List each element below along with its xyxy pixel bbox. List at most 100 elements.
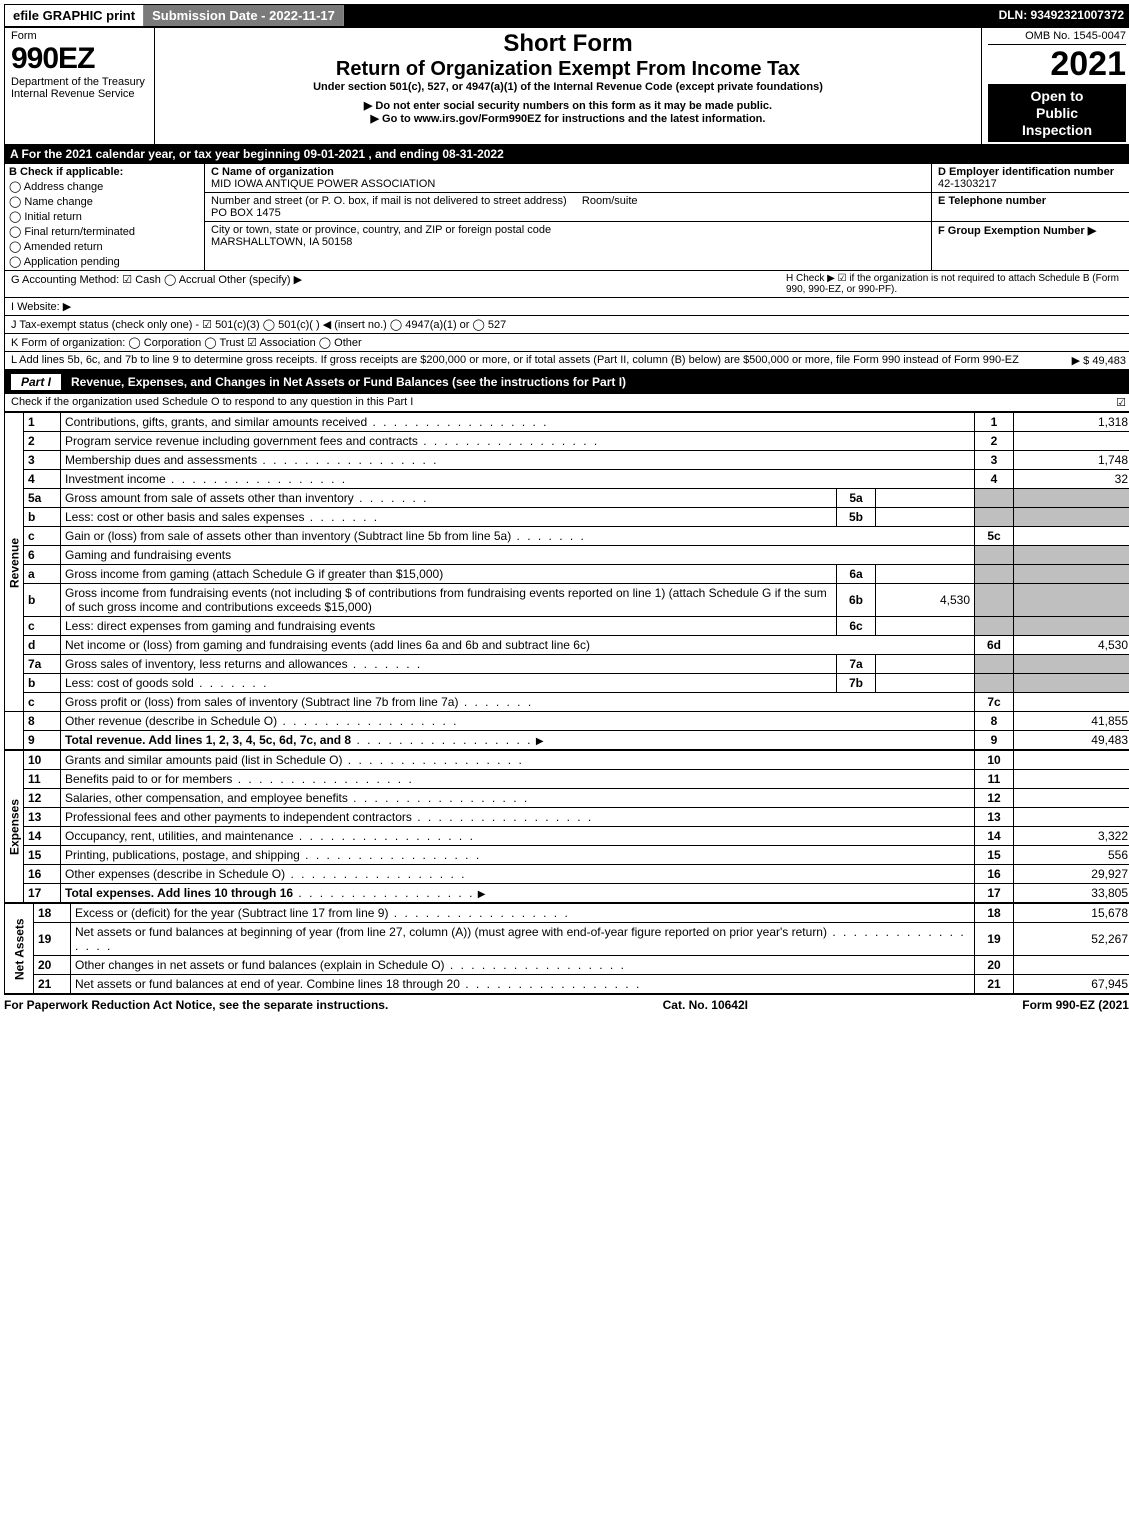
- revenue-table: Revenue 1 Contributions, gifts, grants, …: [4, 412, 1129, 750]
- d-ein-block: D Employer identification number 42-1303…: [932, 164, 1129, 193]
- chk-application-pending[interactable]: ◯ Application pending: [9, 255, 200, 268]
- amt-6d: 4,530: [1014, 636, 1129, 655]
- title-box: Short Form Return of Organization Exempt…: [155, 28, 982, 144]
- amt-21: 67,945: [1014, 975, 1129, 994]
- row-4: 4 Investment income 4 32: [5, 470, 1129, 489]
- org-info: C Name of organization MID IOWA ANTIQUE …: [205, 164, 932, 270]
- row-17: 17 Total expenses. Add lines 10 through …: [5, 884, 1129, 903]
- row-18: Net Assets 18 Excess or (deficit) for th…: [5, 904, 1129, 923]
- footer-mid: Cat. No. 10642I: [663, 998, 748, 1012]
- goto-link[interactable]: ▶ Go to www.irs.gov/Form990EZ for instru…: [161, 112, 975, 125]
- form-header: Form 990EZ Department of the Treasury In…: [4, 27, 1129, 145]
- year-box: OMB No. 1545-0047 2021 Open to Public In…: [982, 28, 1129, 144]
- row-15: 15 Printing, publications, postage, and …: [5, 846, 1129, 865]
- chk-amended-return[interactable]: ◯ Amended return: [9, 240, 200, 253]
- top-bar: efile GRAPHIC print Submission Date - 20…: [4, 4, 1129, 27]
- row-1: Revenue 1 Contributions, gifts, grants, …: [5, 413, 1129, 432]
- row-3: 3 Membership dues and assessments 3 1,74…: [5, 451, 1129, 470]
- row-16: 16 Other expenses (describe in Schedule …: [5, 865, 1129, 884]
- open-to-public: Open to Public Inspection: [988, 84, 1126, 142]
- line-h: H Check ▶ ☑ if the organization is not r…: [786, 273, 1126, 295]
- dln-label: DLN: 93492321007372: [991, 5, 1129, 26]
- tax-year: 2021: [988, 45, 1126, 84]
- footer-left: For Paperwork Reduction Act Notice, see …: [4, 998, 388, 1012]
- city-block: City or town, state or province, country…: [205, 222, 931, 250]
- e-phone-block: E Telephone number: [932, 193, 1129, 222]
- amt-17: 33,805: [1014, 884, 1129, 903]
- row-7c: c Gross profit or (loss) from sales of i…: [5, 693, 1129, 712]
- efile-print-button[interactable]: efile GRAPHIC print: [5, 5, 144, 26]
- row-6d: d Net income or (loss) from gaming and f…: [5, 636, 1129, 655]
- org-name: MID IOWA ANTIQUE POWER ASSOCIATION: [211, 178, 435, 190]
- amt-5c: [1014, 527, 1129, 546]
- line-i: I Website: ▶: [4, 298, 1129, 316]
- submission-date-button[interactable]: Submission Date - 2022-11-17: [144, 5, 344, 26]
- dept-line-2: Internal Revenue Service: [11, 88, 148, 100]
- amt-6b: 4,530: [876, 584, 975, 617]
- page-footer: For Paperwork Reduction Act Notice, see …: [4, 994, 1129, 1015]
- row-6: 6 Gaming and fundraising events: [5, 546, 1129, 565]
- line-a: A For the 2021 calendar year, or tax yea…: [4, 145, 1129, 163]
- net-assets-table: Net Assets 18 Excess or (deficit) for th…: [4, 903, 1129, 994]
- amt-16: 29,927: [1014, 865, 1129, 884]
- city-state-zip: MARSHALLTOWN, IA 50158: [211, 236, 352, 248]
- amt-15: 556: [1014, 846, 1129, 865]
- part-i-header: Part I Revenue, Expenses, and Changes in…: [4, 370, 1129, 394]
- amt-8: 41,855: [1014, 712, 1129, 731]
- b-label: B Check if applicable:: [9, 166, 200, 178]
- amt-1: 1,318: [1014, 413, 1129, 432]
- form-number-box: Form 990EZ Department of the Treasury In…: [5, 28, 155, 144]
- row-11: 11 Benefits paid to or for members 11: [5, 770, 1129, 789]
- check-if-applicable: B Check if applicable: ◯ Address change …: [5, 164, 205, 270]
- row-12: 12 Salaries, other compensation, and emp…: [5, 789, 1129, 808]
- form-word: Form: [11, 30, 148, 42]
- right-info: D Employer identification number 42-1303…: [932, 164, 1129, 270]
- chk-final-return[interactable]: ◯ Final return/terminated: [9, 225, 200, 238]
- row-13: 13 Professional fees and other payments …: [5, 808, 1129, 827]
- footer-right: Form 990-EZ (2021): [1022, 998, 1129, 1012]
- street-address: PO BOX 1475: [211, 207, 281, 219]
- line-k: K Form of organization: ◯ Corporation ◯ …: [4, 334, 1129, 352]
- title-under: Under section 501(c), 527, or 4947(a)(1)…: [161, 81, 975, 93]
- chk-address-change[interactable]: ◯ Address change: [9, 180, 200, 193]
- amt-18: 15,678: [1014, 904, 1129, 923]
- amt-14: 3,322: [1014, 827, 1129, 846]
- amt-2: [1014, 432, 1129, 451]
- line-j: J Tax-exempt status (check only one) - ☑…: [4, 316, 1129, 334]
- line-l-value: ▶ $ 49,483: [1072, 354, 1126, 367]
- topbar-spacer: [344, 5, 991, 26]
- expenses-table: Expenses 10 Grants and similar amounts p…: [4, 750, 1129, 903]
- row-21: 21 Net assets or fund balances at end of…: [5, 975, 1129, 994]
- row-7b: b Less: cost of goods sold 7b: [5, 674, 1129, 693]
- part-i-pill: Part I: [11, 374, 61, 390]
- row-5b: b Less: cost or other basis and sales ex…: [5, 508, 1129, 527]
- row-8: 8 Other revenue (describe in Schedule O)…: [5, 712, 1129, 731]
- row-14: 14 Occupancy, rent, utilities, and maint…: [5, 827, 1129, 846]
- row-19: 19 Net assets or fund balances at beginn…: [5, 923, 1129, 956]
- c-name-block: C Name of organization MID IOWA ANTIQUE …: [205, 164, 931, 193]
- ssn-warning: ▶ Do not enter social security numbers o…: [161, 99, 975, 112]
- row-2: 2 Program service revenue including gove…: [5, 432, 1129, 451]
- part-i-checkmark: ☑: [1116, 396, 1126, 409]
- f-group-block: F Group Exemption Number ▶: [932, 222, 1129, 239]
- part-i-title: Revenue, Expenses, and Changes in Net As…: [71, 375, 626, 389]
- omb-number: OMB No. 1545-0047: [988, 30, 1126, 45]
- dept-line-1: Department of the Treasury: [11, 76, 148, 88]
- section-b-block: B Check if applicable: ◯ Address change …: [4, 163, 1129, 271]
- chk-name-change[interactable]: ◯ Name change: [9, 195, 200, 208]
- row-10: Expenses 10 Grants and similar amounts p…: [5, 751, 1129, 770]
- row-7a: 7a Gross sales of inventory, less return…: [5, 655, 1129, 674]
- net-assets-side-label: Net Assets: [5, 904, 34, 994]
- row-6b: b Gross income from fundraising events (…: [5, 584, 1129, 617]
- row-6a: a Gross income from gaming (attach Sched…: [5, 565, 1129, 584]
- part-i-check: Check if the organization used Schedule …: [4, 394, 1129, 412]
- amt-9: 49,483: [1014, 731, 1129, 750]
- form-number: 990EZ: [11, 42, 148, 76]
- row-5a: 5a Gross amount from sale of assets othe…: [5, 489, 1129, 508]
- expenses-side-label: Expenses: [5, 751, 24, 903]
- ein-value: 42-1303217: [938, 178, 997, 190]
- line-g: G Accounting Method: ☑ Cash ◯ Accrual Ot…: [11, 273, 786, 295]
- revenue-side-label: Revenue: [5, 413, 24, 712]
- amt-3: 1,748: [1014, 451, 1129, 470]
- chk-initial-return[interactable]: ◯ Initial return: [9, 210, 200, 223]
